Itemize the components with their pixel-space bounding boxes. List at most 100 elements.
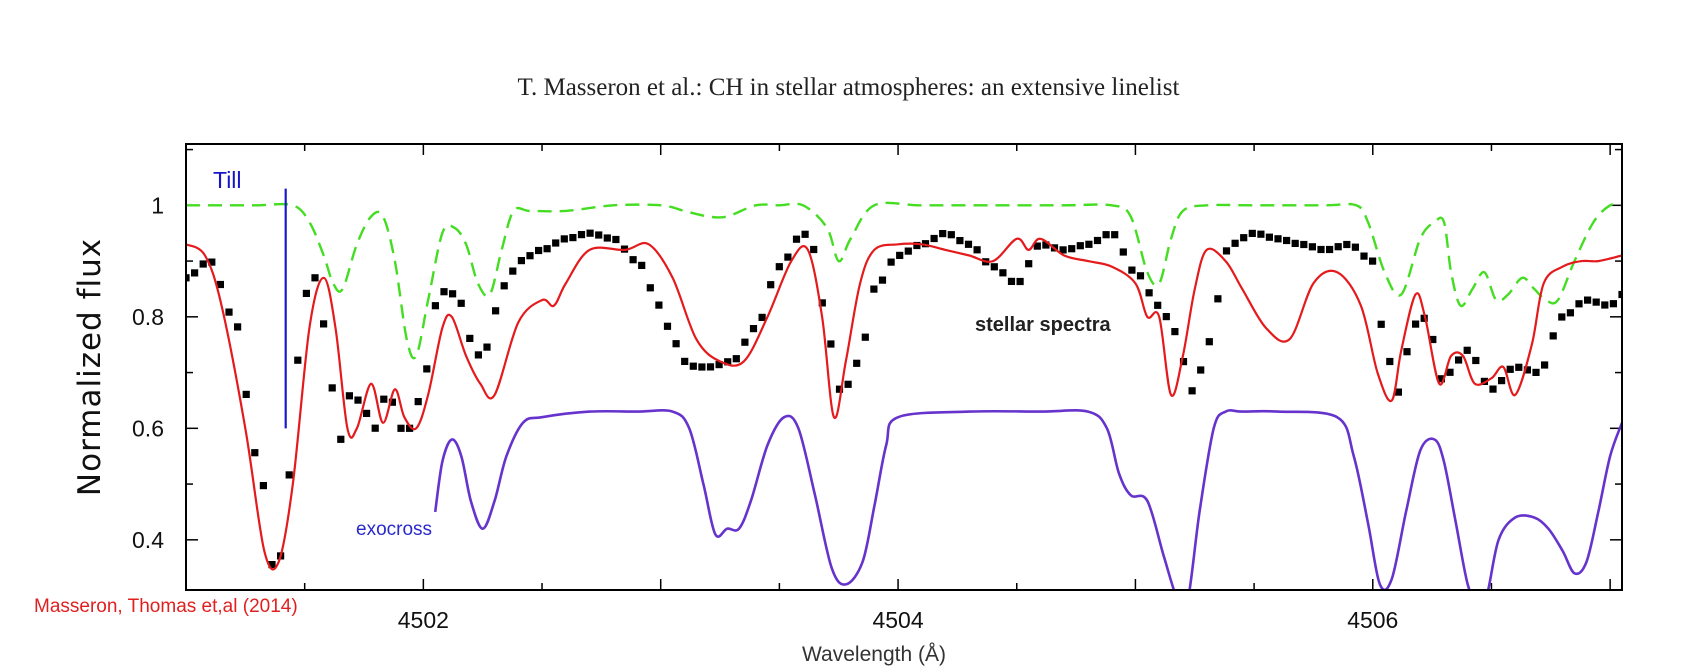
stellar-point: [1609, 300, 1617, 308]
stellar-point: [320, 320, 328, 328]
masseron-label: Masseron, Thomas et,al (2014): [34, 596, 298, 617]
stellar-point: [1566, 309, 1574, 317]
stellar-point: [1532, 368, 1540, 376]
stellar-point: [964, 240, 973, 248]
stellar-point: [1291, 239, 1299, 247]
stellar-point: [749, 325, 758, 333]
stellar-point: [1326, 245, 1334, 254]
stellar-point: [1420, 314, 1428, 322]
stellar-point: [973, 246, 981, 254]
stellar-point: [397, 424, 405, 432]
stellar-point: [1515, 363, 1523, 371]
stellar-point: [337, 435, 345, 443]
stellar-point: [1016, 277, 1024, 286]
stellar-point: [543, 245, 551, 253]
stellar-point: [1033, 242, 1041, 250]
stellar-point: [259, 482, 267, 490]
stellar-point: [191, 269, 199, 277]
stellar-point: [225, 308, 233, 316]
y-tick-label: 0.6: [132, 415, 164, 441]
stellar-point: [1154, 301, 1162, 309]
stellar-point: [251, 449, 259, 457]
y-tick-label: 0.4: [132, 527, 164, 553]
stellar-point: [560, 235, 568, 243]
stellar-point: [612, 235, 620, 244]
stellar-point: [878, 276, 887, 284]
stellar-point: [1197, 366, 1205, 374]
stellar-point: [698, 363, 706, 371]
stellar-point: [1188, 387, 1196, 395]
stellar-spectra-label: stellar spectra: [975, 314, 1112, 336]
stellar-point: [595, 231, 603, 239]
stellar-point: [1575, 300, 1583, 308]
stellar-point: [896, 251, 904, 259]
stellar-point: [990, 263, 998, 271]
stellar-point: [1429, 335, 1437, 344]
stellar-point: [681, 357, 689, 365]
y-tick-label: 0.8: [132, 304, 164, 330]
stellar-point: [663, 322, 672, 330]
stellar-point: [285, 471, 293, 479]
stellar-point: [1042, 241, 1050, 249]
stellar-point: [603, 234, 611, 242]
stellar-point: [1386, 357, 1394, 366]
stellar-point: [655, 301, 663, 309]
stellar-point: [818, 299, 826, 307]
stellar-point: [1541, 361, 1549, 369]
stellar-point: [1403, 348, 1411, 356]
stellar-point: [388, 398, 396, 406]
stellar-point: [354, 396, 362, 404]
data-series: [186, 201, 1622, 590]
stellar-point: [1179, 358, 1188, 366]
page-title: T. Masseron et al.: CH in stellar atmosp…: [517, 74, 1180, 101]
stellar-point: [1601, 301, 1609, 309]
stellar-point: [1102, 231, 1110, 239]
axis-ticks: [186, 144, 1622, 590]
stellar-point: [1334, 243, 1342, 251]
stellar-point: [1171, 328, 1179, 336]
stellar-point: [492, 307, 500, 315]
stellar-point: [1455, 356, 1463, 364]
stellar-point: [1283, 236, 1291, 245]
stellar-point: [767, 281, 775, 289]
stellar-point: [732, 355, 740, 363]
stellar-point: [646, 284, 654, 292]
stellar-point: [1248, 229, 1256, 237]
stellar-point: [268, 561, 276, 569]
stellar-point: [242, 390, 250, 398]
stellar-point: [1317, 245, 1325, 254]
stellar-point: [380, 395, 388, 403]
stellar-point: [930, 234, 938, 243]
stellar-point: [715, 361, 723, 369]
stellar-point: [535, 246, 543, 255]
stellar-point: [1205, 338, 1213, 346]
x-tick-label: 4504: [872, 607, 923, 633]
stellar-point: [1523, 366, 1531, 374]
stellar-point: [1472, 356, 1480, 365]
stellar-point: [724, 358, 732, 366]
stellar-point: [517, 257, 525, 265]
stellar-point: [1463, 346, 1471, 354]
stellar-point: [371, 424, 379, 432]
stellar-point: [775, 263, 783, 271]
stellar-point: [1592, 298, 1600, 306]
stellar-point: [1506, 365, 1514, 373]
stellar-point: [1489, 385, 1497, 393]
stellar-point: [199, 260, 207, 268]
stellar-point: [345, 392, 353, 400]
stellar-point: [810, 245, 818, 254]
stellar-point: [1093, 236, 1102, 245]
stellar-point: [1558, 313, 1566, 321]
stellar-point: [672, 340, 680, 348]
stellar-point: [1214, 295, 1222, 303]
stellar-point: [1119, 248, 1127, 256]
till-label: Till: [213, 167, 242, 193]
stellar-point: [844, 380, 852, 388]
stellar-point: [423, 365, 431, 373]
stellar-point: [870, 285, 878, 293]
stellar-point: [1369, 257, 1377, 265]
stellar-point: [414, 398, 422, 406]
stellar-point: [577, 231, 586, 239]
stellar-point: [500, 282, 508, 290]
stellar-point: [509, 267, 517, 275]
